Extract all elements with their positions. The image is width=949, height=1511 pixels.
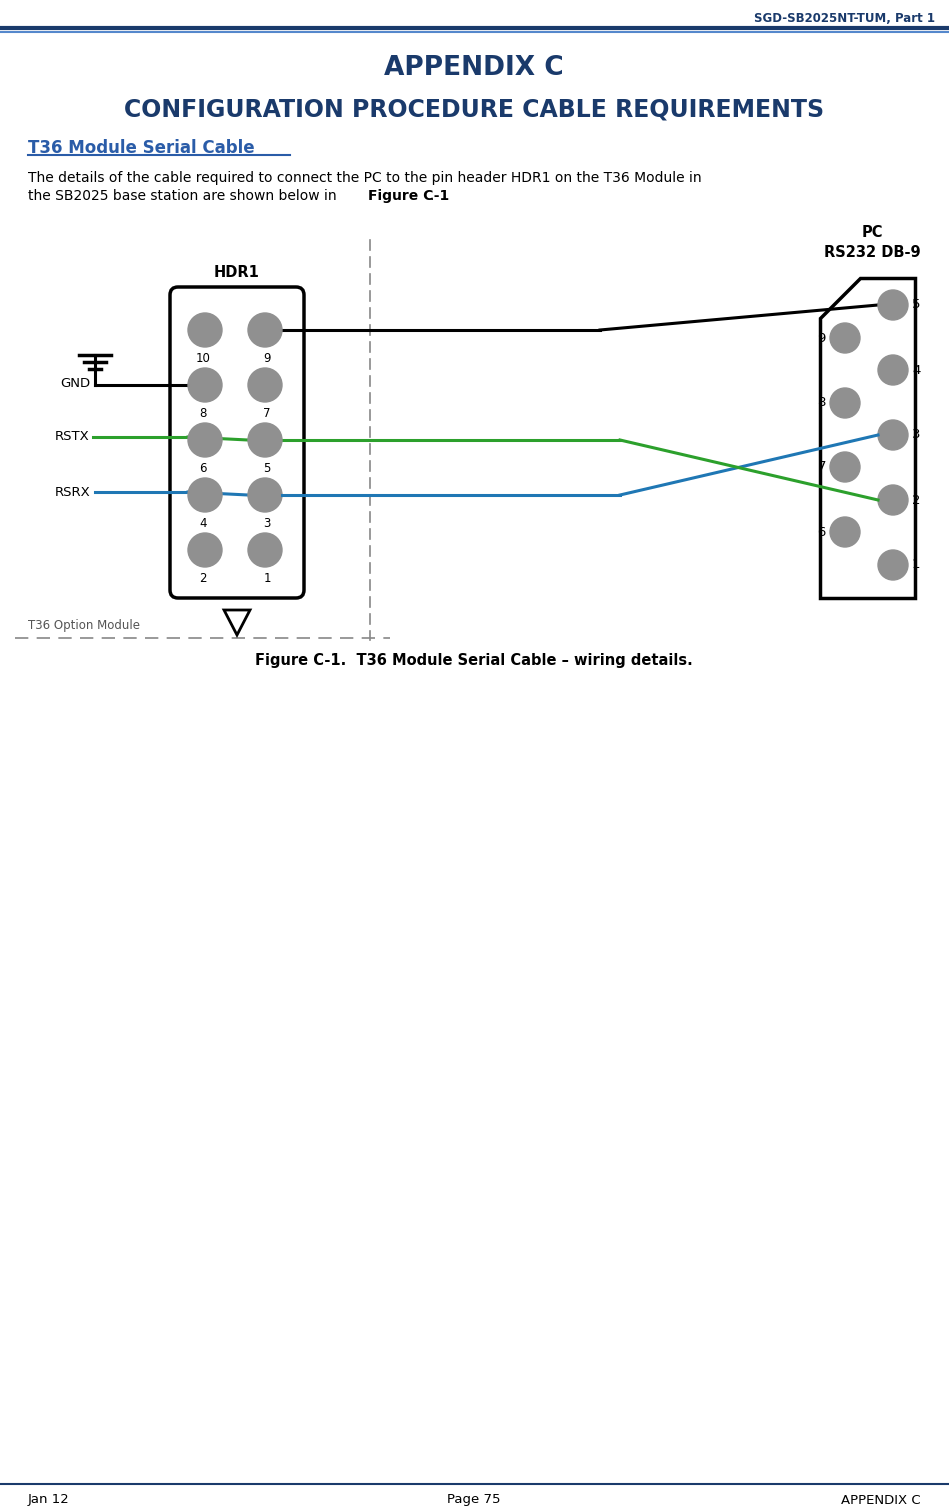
Circle shape xyxy=(248,423,282,456)
Text: 2: 2 xyxy=(199,573,207,585)
Text: PC: PC xyxy=(862,225,884,240)
Text: GND: GND xyxy=(60,378,90,390)
Text: APPENDIX C: APPENDIX C xyxy=(384,54,564,82)
Circle shape xyxy=(188,369,222,402)
Text: 3: 3 xyxy=(912,429,921,441)
Text: APPENDIX C: APPENDIX C xyxy=(842,1493,921,1506)
Text: 3: 3 xyxy=(263,517,270,530)
Text: RS232 DB-9: RS232 DB-9 xyxy=(824,245,921,260)
Text: 2: 2 xyxy=(912,494,921,506)
Circle shape xyxy=(188,533,222,567)
Text: 7: 7 xyxy=(817,461,826,473)
Text: RSTX: RSTX xyxy=(55,431,90,444)
Text: HDR1: HDR1 xyxy=(214,264,260,280)
Circle shape xyxy=(248,477,282,512)
Text: 1: 1 xyxy=(912,559,921,571)
Circle shape xyxy=(878,290,908,320)
Text: 9: 9 xyxy=(818,331,826,345)
Text: SGD-SB2025NT-TUM, Part 1: SGD-SB2025NT-TUM, Part 1 xyxy=(754,12,935,26)
Circle shape xyxy=(248,313,282,348)
Circle shape xyxy=(830,517,860,547)
Circle shape xyxy=(248,533,282,567)
Text: RSRX: RSRX xyxy=(55,485,91,499)
Polygon shape xyxy=(224,610,250,635)
Text: 8: 8 xyxy=(818,396,826,409)
Circle shape xyxy=(878,355,908,385)
Text: 8: 8 xyxy=(199,406,207,420)
Text: 5: 5 xyxy=(912,299,921,311)
Text: 4: 4 xyxy=(912,364,921,376)
Circle shape xyxy=(830,388,860,419)
Text: Figure C-1: Figure C-1 xyxy=(368,189,449,202)
Text: CONFIGURATION PROCEDURE CABLE REQUIREMENTS: CONFIGURATION PROCEDURE CABLE REQUIREMEN… xyxy=(124,98,824,122)
Text: 9: 9 xyxy=(263,352,270,366)
Text: 6: 6 xyxy=(199,462,207,474)
Text: .: . xyxy=(430,189,435,202)
Polygon shape xyxy=(820,278,915,598)
Circle shape xyxy=(188,313,222,348)
Text: Page 75: Page 75 xyxy=(447,1493,501,1506)
Circle shape xyxy=(188,477,222,512)
Text: 7: 7 xyxy=(263,406,270,420)
Text: 6: 6 xyxy=(818,526,826,538)
Text: 4: 4 xyxy=(199,517,207,530)
Text: The details of the cable required to connect the PC to the pin header HDR1 on th: The details of the cable required to con… xyxy=(28,171,701,184)
Text: 1: 1 xyxy=(263,573,270,585)
Circle shape xyxy=(878,550,908,580)
Text: 5: 5 xyxy=(263,462,270,474)
Circle shape xyxy=(878,485,908,515)
Circle shape xyxy=(248,369,282,402)
Text: T36 Option Module: T36 Option Module xyxy=(28,618,140,632)
Text: the SB2025 base station are shown below in: the SB2025 base station are shown below … xyxy=(28,189,341,202)
Circle shape xyxy=(830,452,860,482)
Circle shape xyxy=(878,420,908,450)
FancyBboxPatch shape xyxy=(170,287,304,598)
Text: Jan 12: Jan 12 xyxy=(28,1493,69,1506)
Circle shape xyxy=(830,323,860,354)
Text: Figure C-1.  T36 Module Serial Cable – wiring details.: Figure C-1. T36 Module Serial Cable – wi… xyxy=(255,653,693,668)
Text: T36 Module Serial Cable: T36 Module Serial Cable xyxy=(28,139,254,157)
Text: 10: 10 xyxy=(195,352,211,366)
Circle shape xyxy=(188,423,222,456)
